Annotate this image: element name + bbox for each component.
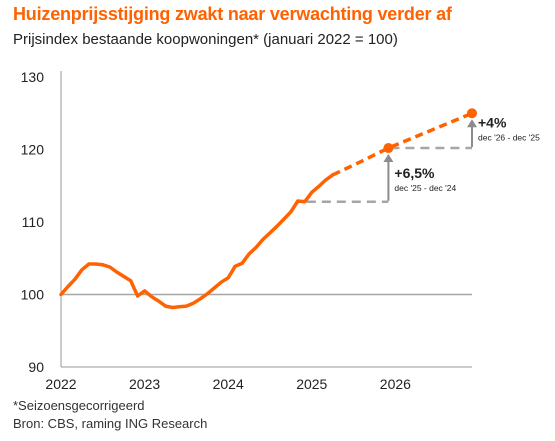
chart-subtitle: Prijsindex bestaande koopwoningen* (janu… — [13, 31, 398, 48]
annotation-sublabel: dec '25 - dec '24 — [394, 183, 456, 193]
y-tick-label: 130 — [21, 69, 45, 85]
x-tick-label: 2026 — [380, 376, 411, 392]
footnote-seasonal: *Seizoensgecorrigeerd — [13, 398, 145, 413]
annotation-arrow-head — [383, 154, 394, 163]
forecast-line — [331, 111, 473, 177]
y-tick-label: 110 — [22, 214, 45, 230]
annotation-sublabel: dec '26 - dec '25 — [478, 133, 540, 143]
x-tick-label: 2023 — [129, 376, 160, 392]
annotation-label: +6,5% — [394, 165, 435, 181]
x-tick-label: 2022 — [45, 376, 76, 392]
y-tick-label: 120 — [21, 142, 45, 158]
x-tick-label: 2024 — [213, 376, 244, 392]
y-tick-label: 100 — [21, 287, 45, 303]
forecast-marker — [383, 143, 394, 154]
chart-title: Huizenprijsstijging zwakt naar verwachti… — [13, 4, 452, 24]
x-tick-label: 2025 — [296, 376, 327, 392]
forecast-marker — [467, 108, 477, 119]
annotation-label: +4% — [478, 115, 507, 131]
footnote-source: Bron: CBS, raming ING Research — [13, 416, 208, 431]
y-tick-label: 90 — [28, 359, 44, 375]
actual-line — [59, 173, 335, 310]
annotation-arrow-head — [467, 119, 477, 128]
